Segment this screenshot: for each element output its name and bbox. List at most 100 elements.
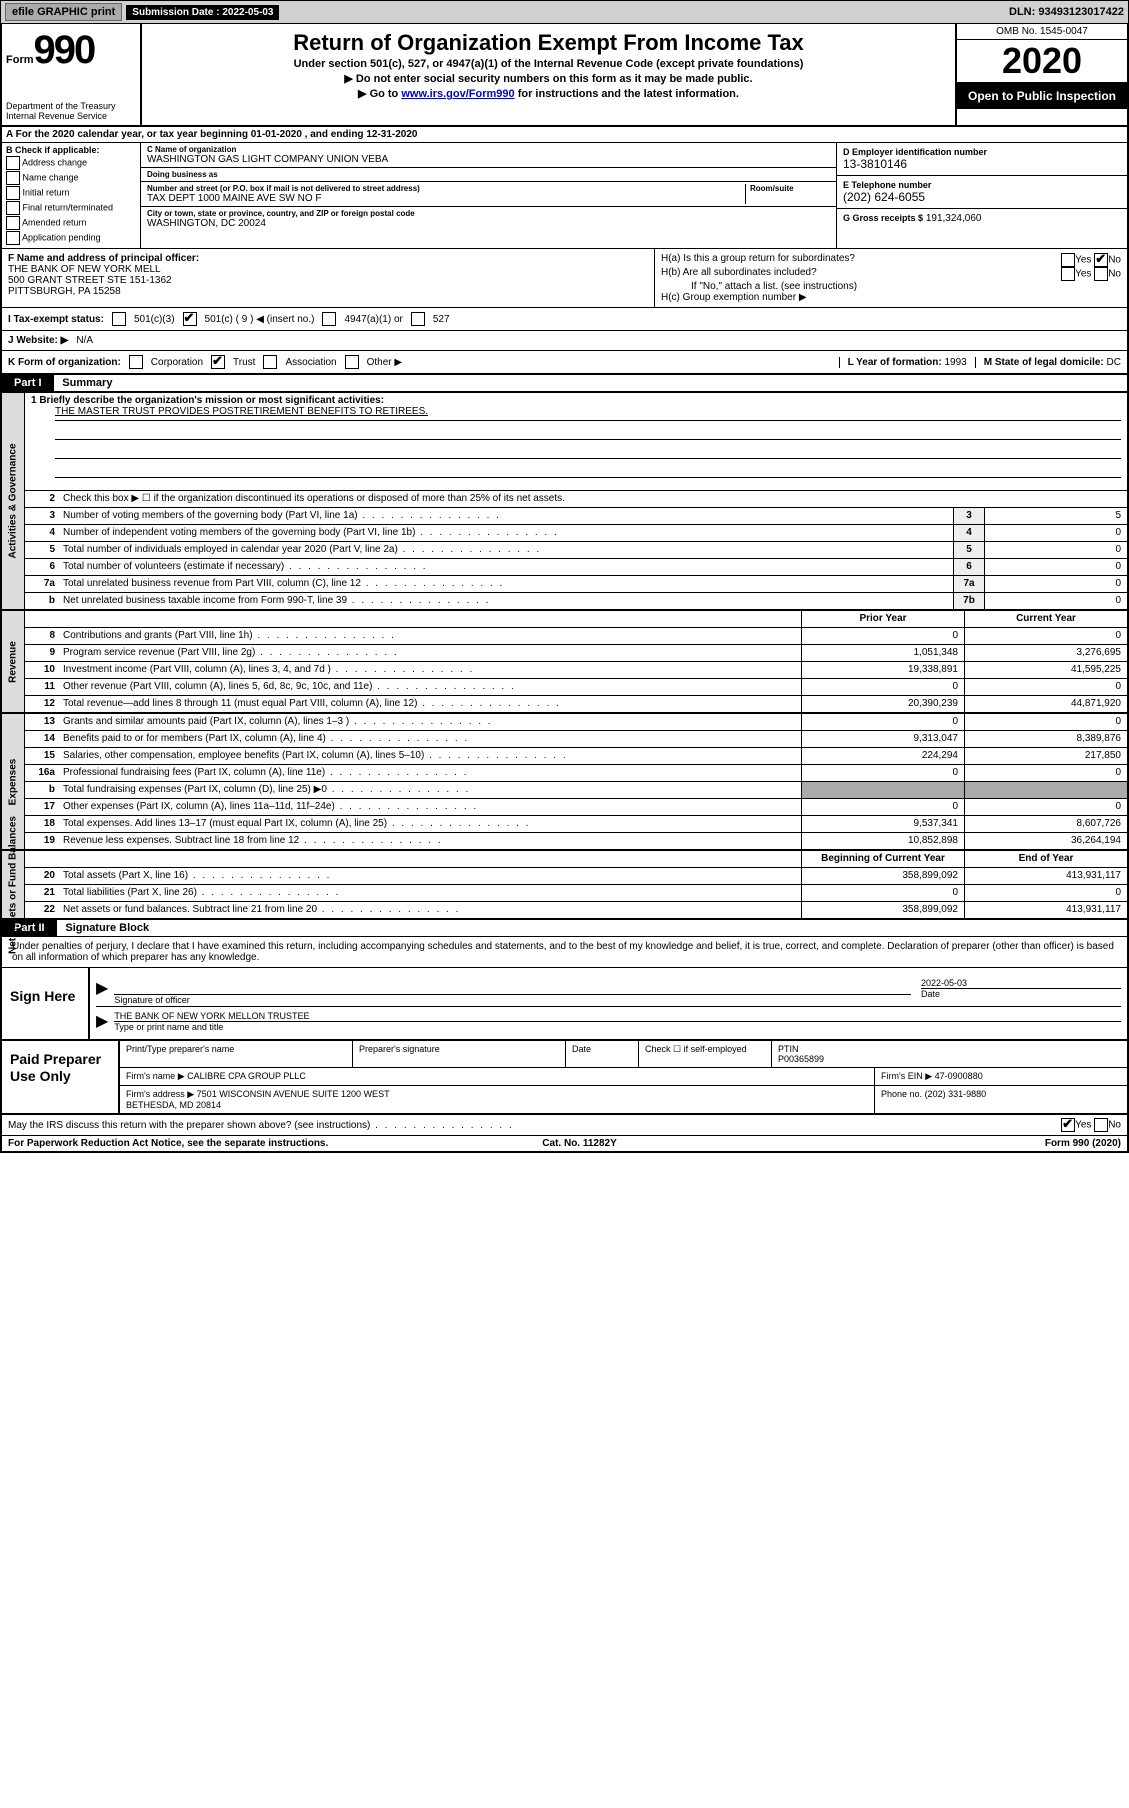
part1-tab: Part I — [2, 375, 54, 391]
corp-checkbox[interactable] — [129, 355, 143, 369]
assoc-label: Association — [285, 357, 336, 368]
ha-label: H(a) Is this a group return for subordin… — [661, 253, 855, 267]
h-group-return: H(a) Is this a group return for subordin… — [655, 249, 1127, 307]
omb-number: OMB No. 1545-0047 — [957, 24, 1127, 40]
firm-ein-label: Firm's EIN ▶ — [881, 1071, 932, 1081]
dln: DLN: 93493123017422 — [1009, 6, 1124, 18]
preparer-sig-label: Preparer's signature — [353, 1041, 566, 1067]
fgh-block: F Name and address of principal officer:… — [2, 249, 1127, 308]
gov-block: Activities & Governance 1 Briefly descri… — [2, 393, 1127, 611]
part1-title: Summary — [56, 375, 118, 391]
summary-line: 22Net assets or fund balances. Subtract … — [25, 902, 1127, 918]
firm-phone-label: Phone no. — [881, 1089, 922, 1099]
no-label: No — [1108, 255, 1121, 266]
i-label: I Tax-exempt status: — [8, 314, 104, 325]
end-year-header: End of Year — [964, 851, 1127, 867]
501c3-checkbox[interactable] — [112, 312, 126, 326]
tel-value: (202) 624-6055 — [843, 190, 1121, 204]
final-return-label: Final return/terminated — [23, 202, 114, 212]
address-change-label: Address change — [22, 157, 87, 167]
discuss-yes-checkbox[interactable] — [1061, 1118, 1075, 1132]
form-header: Form990 Department of the Treasury Inter… — [2, 24, 1127, 127]
form-title: Return of Organization Exempt From Incom… — [150, 30, 947, 56]
open-to-public: Open to Public Inspection — [957, 83, 1127, 109]
form-container: Form990 Department of the Treasury Inter… — [0, 24, 1129, 1153]
tax-exempt-status-row: I Tax-exempt status: 501(c)(3) 501(c) ( … — [2, 308, 1127, 331]
summary-line: 11Other revenue (Part VIII, column (A), … — [25, 679, 1127, 696]
part2-header-row: Part II Signature Block — [2, 920, 1127, 937]
501c-checkbox[interactable] — [183, 312, 197, 326]
part2-title: Signature Block — [59, 920, 155, 936]
ptin-label: PTIN — [778, 1044, 1121, 1054]
instr-pre: ▶ Go to — [358, 88, 401, 100]
assoc-checkbox[interactable] — [263, 355, 277, 369]
527-label: 527 — [433, 314, 450, 325]
trust-checkbox[interactable] — [211, 355, 225, 369]
initial-return-checkbox[interactable] — [6, 186, 20, 200]
hc-label: H(c) Group exemption number ▶ — [661, 292, 1121, 303]
exp-block: Expenses 13Grants and similar amounts pa… — [2, 714, 1127, 851]
amended-return-checkbox[interactable] — [6, 216, 20, 230]
col-c-name-address: C Name of organization WASHINGTON GAS LI… — [141, 143, 837, 248]
officer-name-label: Type or print name and title — [114, 1021, 1121, 1032]
4947-checkbox[interactable] — [322, 312, 336, 326]
sig-date: 2022-05-03 — [921, 978, 1121, 988]
sig-arrow-icon-2: ▶ — [96, 1011, 114, 1032]
org-name: WASHINGTON GAS LIGHT COMPANY UNION VEBA — [147, 154, 830, 165]
dln-value: 93493123017422 — [1038, 6, 1124, 18]
summary-line: 12Total revenue—add lines 8 through 11 (… — [25, 696, 1127, 712]
rev-block: Revenue Prior Year Current Year 8Contrib… — [2, 611, 1127, 714]
cat-no: Cat. No. 11282Y — [542, 1138, 616, 1149]
officer-name: THE BANK OF NEW YORK MELLON TRUSTEE — [114, 1011, 1121, 1021]
summary-line: 5Total number of individuals employed in… — [25, 542, 1127, 559]
instructions-link[interactable]: www.irs.gov/Form990 — [401, 88, 514, 100]
tax-year: 2020 — [957, 40, 1127, 83]
summary-line: 21Total liabilities (Part X, line 26)00 — [25, 885, 1127, 902]
hb-no-checkbox[interactable] — [1094, 267, 1108, 281]
address-change-checkbox[interactable] — [6, 156, 20, 170]
4947-label: 4947(a)(1) or — [344, 314, 402, 325]
summary-line: 18Total expenses. Add lines 13–17 (must … — [25, 816, 1127, 833]
summary-line: 20Total assets (Part X, line 16)358,899,… — [25, 868, 1127, 885]
klm-row: K Form of organization: Corporation Trus… — [2, 351, 1127, 375]
header-right: OMB No. 1545-0047 2020 Open to Public In… — [955, 24, 1127, 125]
sign-here-block: Sign Here ▶ Signature of officer 2022-05… — [2, 968, 1127, 1041]
l-label: L Year of formation: — [848, 357, 942, 368]
summary-line: 6Total number of volunteers (estimate if… — [25, 559, 1127, 576]
527-checkbox[interactable] — [411, 312, 425, 326]
l-value: 1993 — [944, 357, 966, 368]
gov-tab: Activities & Governance — [2, 393, 25, 609]
summary-line: bNet unrelated business taxable income f… — [25, 593, 1127, 609]
paid-preparer-label: Paid Preparer Use Only — [2, 1041, 118, 1113]
discuss-no-checkbox[interactable] — [1094, 1118, 1108, 1132]
dln-label: DLN: — [1009, 6, 1035, 18]
website-value: N/A — [76, 335, 93, 346]
form-ref: Form 990 (2020) — [1045, 1138, 1121, 1149]
m-label: M State of legal domicile: — [984, 357, 1104, 368]
instr-post: for instructions and the latest informat… — [515, 88, 739, 100]
prior-year-header: Prior Year — [801, 611, 964, 627]
perjury-text: Under penalties of perjury, I declare th… — [2, 937, 1127, 968]
hb-yes-checkbox[interactable] — [1061, 267, 1075, 281]
form-number: 990 — [34, 28, 95, 72]
final-return-checkbox[interactable] — [6, 201, 20, 215]
form-word: Form — [6, 54, 34, 66]
name-change-checkbox[interactable] — [6, 171, 20, 185]
no-label-2: No — [1108, 269, 1121, 280]
begin-year-header: Beginning of Current Year — [801, 851, 964, 867]
f-name: THE BANK OF NEW YORK MELL — [8, 264, 648, 275]
other-checkbox[interactable] — [345, 355, 359, 369]
ha-no-checkbox[interactable] — [1094, 253, 1108, 267]
application-pending-checkbox[interactable] — [6, 231, 20, 245]
dba-label: Doing business as — [147, 170, 830, 179]
summary-line: 17Other expenses (Part IX, column (A), l… — [25, 799, 1127, 816]
summary-line: 15Salaries, other compensation, employee… — [25, 748, 1127, 765]
header-left: Form990 Department of the Treasury Inter… — [2, 24, 142, 125]
self-employed-label: Check ☐ if self-employed — [639, 1041, 772, 1067]
ha-yes-checkbox[interactable] — [1061, 253, 1075, 267]
efile-btn[interactable]: efile GRAPHIC print — [5, 3, 122, 21]
exp-tab-label: Expenses — [8, 758, 19, 805]
website-row: J Website: ▶ N/A — [2, 331, 1127, 351]
submission-date: 2022-05-03 — [222, 7, 273, 18]
gross-label: G Gross receipts $ — [843, 213, 923, 223]
